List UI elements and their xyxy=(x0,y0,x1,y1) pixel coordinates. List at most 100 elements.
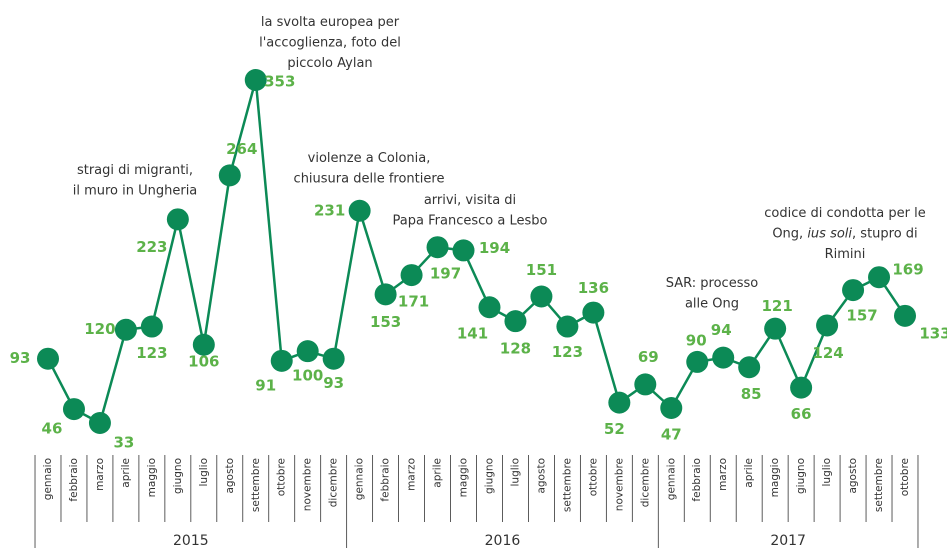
data-point xyxy=(478,296,501,319)
data-point xyxy=(608,391,631,414)
data-point xyxy=(426,236,449,259)
annotation: violenze a Colonia, xyxy=(308,151,431,166)
data-point xyxy=(296,340,319,363)
data-point xyxy=(504,310,527,333)
annotation: l'accoglienza, foto del xyxy=(259,35,401,50)
month-label: agosto xyxy=(847,458,859,494)
value-label: 90 xyxy=(686,331,707,349)
annotation-text: stragi di migranti, xyxy=(77,163,193,178)
year-label: 2015 xyxy=(173,533,209,549)
value-label: 52 xyxy=(604,420,625,438)
value-label: 100 xyxy=(292,367,323,385)
data-line xyxy=(46,79,907,425)
annotation: piccolo Aylan xyxy=(287,56,372,71)
value-label: 141 xyxy=(457,325,488,343)
data-point xyxy=(842,279,865,302)
data-point xyxy=(166,208,189,231)
data-point xyxy=(894,304,916,327)
month-label: ottobre xyxy=(899,458,911,496)
month-label: maggio xyxy=(458,458,470,497)
value-label: 91 xyxy=(255,376,276,394)
annotation: il muro in Ungheria xyxy=(73,183,198,198)
value-label: 94 xyxy=(711,321,732,339)
month-label: aprile xyxy=(743,458,755,488)
value-label: 69 xyxy=(638,348,659,366)
data-point xyxy=(530,285,553,308)
month-label: novembre xyxy=(302,458,314,511)
month-label: marzo xyxy=(717,458,729,491)
data-point xyxy=(634,373,657,396)
annotation: alle Ong xyxy=(685,296,739,311)
value-label: 171 xyxy=(398,293,429,311)
year-label: 2017 xyxy=(770,533,806,549)
value-label: 231 xyxy=(314,201,345,219)
value-label: 128 xyxy=(500,340,531,358)
value-label: 153 xyxy=(370,313,401,331)
annotation-text: la svolta europea per xyxy=(261,15,400,30)
value-label: 353 xyxy=(264,73,295,91)
data-point xyxy=(244,69,267,91)
data-point xyxy=(62,398,85,421)
year-label: 2016 xyxy=(485,533,521,549)
value-label: 123 xyxy=(552,343,583,361)
value-label: 133 xyxy=(919,324,947,342)
annotation-text: il muro in Ungheria xyxy=(73,183,198,198)
month-label: febbraio xyxy=(68,458,80,502)
value-label: 85 xyxy=(741,385,762,403)
month-label: dicembre xyxy=(639,458,651,507)
data-point xyxy=(270,349,293,372)
value-label: 197 xyxy=(430,265,461,283)
annotation: stragi di migranti, xyxy=(77,163,193,178)
data-point xyxy=(712,346,735,369)
data-point xyxy=(88,412,111,434)
annotation: la svolta europea per xyxy=(261,15,400,30)
month-label: settembre xyxy=(561,458,573,512)
month-label: gennaio xyxy=(42,458,54,500)
month-label: luglio xyxy=(509,458,521,487)
value-label: 123 xyxy=(136,344,167,362)
value-label: 106 xyxy=(188,352,219,370)
month-label: marzo xyxy=(406,458,418,491)
month-label: aprile xyxy=(432,458,444,488)
annotation-text: ius soli xyxy=(807,226,852,241)
value-label: 136 xyxy=(578,279,609,297)
data-point xyxy=(790,376,813,399)
value-label: 124 xyxy=(812,344,843,362)
month-label: gennaio xyxy=(354,458,366,500)
annotation: Papa Francesco a Lesbo xyxy=(393,213,548,228)
month-label: gennaio xyxy=(665,458,677,500)
month-label: giugno xyxy=(172,458,184,494)
data-point xyxy=(348,199,371,222)
value-label: 223 xyxy=(136,238,167,256)
value-label: 169 xyxy=(892,261,923,279)
month-label: agosto xyxy=(224,458,236,494)
data-point xyxy=(686,350,709,373)
annotation: arrivi, visita di xyxy=(424,193,516,208)
value-label: 121 xyxy=(761,297,792,315)
value-label: 264 xyxy=(226,140,257,158)
month-label: febbraio xyxy=(691,458,703,502)
month-label: maggio xyxy=(146,458,158,497)
annotation-text: Ong, xyxy=(772,226,807,241)
value-label: 157 xyxy=(846,307,877,325)
annotation-text: Rimini xyxy=(825,247,866,262)
annotation: chiusura delle frontiere xyxy=(294,171,445,186)
data-point xyxy=(192,333,215,356)
value-label: 66 xyxy=(791,405,812,423)
month-label: luglio xyxy=(821,458,833,487)
data-point xyxy=(218,164,241,187)
value-label: 93 xyxy=(323,374,344,392)
value-label: 120 xyxy=(84,320,115,338)
annotation: SAR: processo xyxy=(666,276,758,291)
month-label: luglio xyxy=(198,458,210,487)
data-point xyxy=(374,283,397,306)
data-point xyxy=(816,314,839,337)
annotation-text: violenze a Colonia, xyxy=(308,151,431,166)
annotation: Ong, ius soli, stupro di xyxy=(772,226,917,241)
annotation-text: arrivi, visita di xyxy=(424,193,516,208)
data-point xyxy=(452,239,475,262)
data-point xyxy=(140,315,163,338)
annotation-text: codice di condotta per le xyxy=(764,206,925,221)
data-point xyxy=(660,396,683,419)
